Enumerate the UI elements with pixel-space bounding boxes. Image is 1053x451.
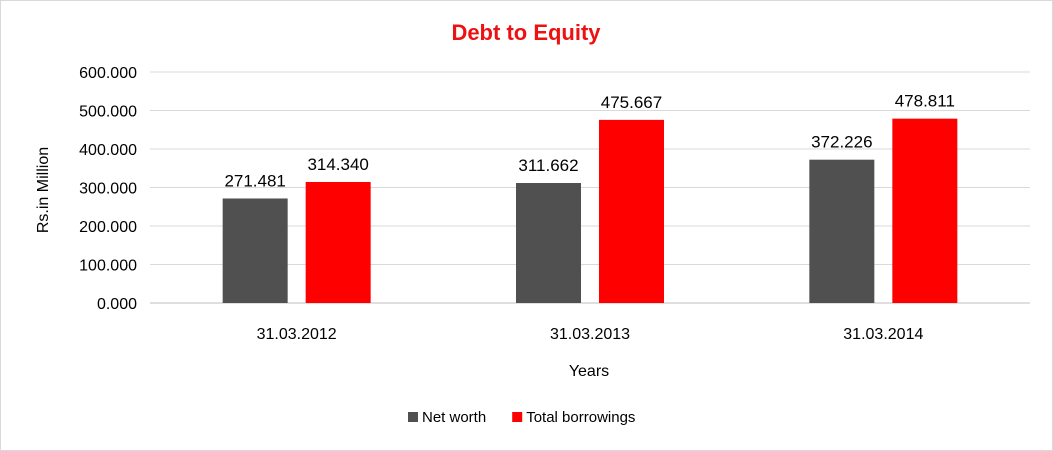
legend-swatch	[408, 412, 418, 422]
data-label: 314.340	[307, 155, 368, 174]
x-axis-title: Years	[569, 363, 609, 380]
y-tick-label: 100.000	[79, 258, 137, 275]
y-tick-label: 600.000	[79, 65, 137, 82]
bar-total-borrowings	[599, 119, 664, 304]
legend-swatch	[512, 412, 523, 422]
y-axis-title: Rs.in Million	[35, 147, 52, 233]
data-label: 372.226	[811, 133, 872, 152]
data-label: 475.667	[601, 93, 662, 112]
x-axis-ticks: 31.03.2012 31.03.2013 31.03.2014	[257, 326, 924, 343]
x-tick-label: 31.03.2013	[550, 326, 630, 343]
y-tick-label: 200.000	[79, 219, 137, 236]
bars	[222, 118, 958, 304]
bar-net-worth	[222, 198, 288, 303]
legend-label: Net worth	[422, 409, 486, 426]
legend-label: Total borrowings	[526, 409, 635, 426]
chart-title: Debt to Equity	[451, 20, 601, 45]
data-label: 271.481	[224, 171, 285, 190]
x-tick-label: 31.03.2012	[257, 326, 337, 343]
y-tick-label: 300.000	[79, 181, 137, 198]
bar-net-worth	[516, 183, 581, 303]
y-tick-label: 400.000	[79, 142, 137, 159]
data-label: 478.811	[895, 92, 955, 111]
bar-total-borrowings	[305, 181, 371, 303]
gridlines	[150, 71, 1030, 304]
y-tick-label: 0.000	[97, 296, 137, 313]
x-tick-label: 31.03.2014	[843, 326, 923, 343]
y-tick-label: 500.000	[79, 104, 137, 121]
bar-total-borrowings	[892, 118, 958, 303]
data-label: 311.662	[518, 156, 578, 175]
data-labels: 271.481 314.340 311.662 475.667 372.226 478.8…	[224, 92, 954, 191]
bar-net-worth	[809, 159, 875, 303]
legend: Net worth Total borrowings	[408, 409, 635, 426]
y-axis-ticks: 0.000 100.000 200.000 300.000 400.000 500.000…	[79, 65, 137, 313]
